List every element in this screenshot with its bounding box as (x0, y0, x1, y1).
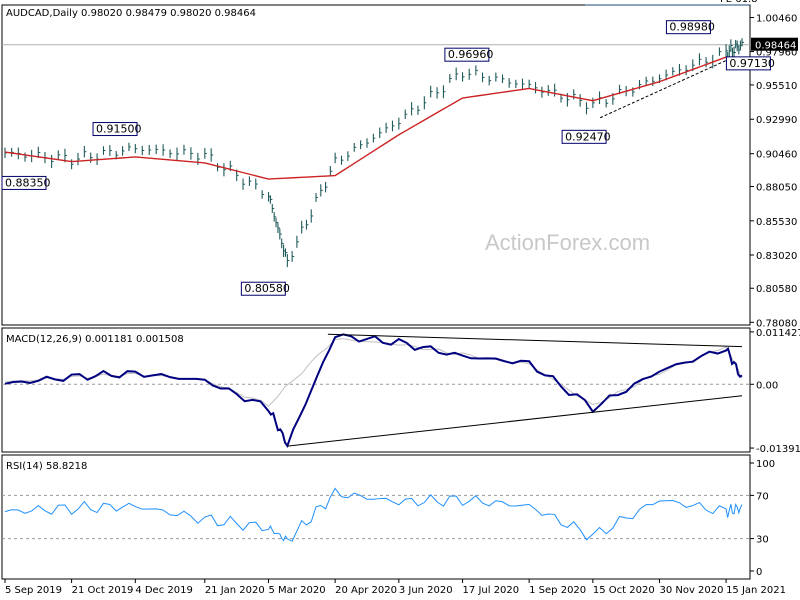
axis-layer: 5 Sep 2019 21 Oct 2019 4 Dec 2019 21 Jan 20… (4, 579, 786, 596)
annotation-label: 0.88350 (5, 176, 51, 189)
moving-average-line (4, 56, 743, 180)
current-price-tag-label: 0.98464 (755, 41, 796, 52)
macd-line (4, 333, 743, 448)
price-y-tick-label: 1.00460 (756, 14, 797, 25)
x-tick-label: 4 Dec 2019 (135, 585, 193, 596)
annotation-box (444, 47, 490, 62)
rsi-line (4, 487, 743, 542)
macd-signal-line (4, 338, 743, 407)
annotation-label: 0.92470 (565, 130, 611, 143)
rsi-title: RSI(14) 58.8218 (6, 461, 87, 472)
price-y-tick-label: 0.85530 (756, 217, 797, 228)
macd-y-tick-label: -0.01391 (756, 444, 800, 455)
x-tick-label: 5 Sep 2019 (5, 585, 62, 596)
price-y-tick-label: 0.80580 (756, 284, 797, 295)
price-y-tick-label: 0.92990 (756, 115, 797, 126)
x-tick-label: 30 Nov 2020 (659, 585, 723, 596)
macd-layer: 0.011427 0.00 -0.01391 (2, 328, 800, 455)
price-y-tick-label: 0.90460 (756, 150, 797, 161)
annotation-box (561, 129, 607, 144)
macd-trendline (327, 333, 743, 348)
annotation-box (725, 56, 771, 71)
x-tick-label: 21 Jan 2020 (205, 585, 265, 596)
x-tick-label: 15 Oct 2020 (593, 585, 655, 596)
annotation-box (1, 175, 47, 190)
x-tick-label: 1 Sep 2020 (529, 585, 586, 596)
fib-618-label: FE 61.8 (720, 0, 758, 5)
price-header: AUDCAD,Daily 0.98020 0.98479 0.98020 0.9… (6, 8, 256, 19)
annotation-label: 0.80580 (244, 282, 290, 295)
rsi-y-tick-label: 30 (756, 535, 769, 546)
rsi-y-tick-label: 100 (756, 459, 775, 470)
rsi-y-tick-label: 70 (756, 491, 769, 502)
x-tick-label: 5 Mar 2020 (269, 585, 326, 596)
price-y-tick-label: 0.78080 (756, 318, 797, 329)
price-y-tick-label: 0.88050 (756, 183, 797, 194)
watermark: ActionForex.com (485, 230, 650, 255)
annotation-label: 0.97130 (729, 57, 775, 70)
dashed-trendline (599, 58, 731, 119)
annotation-box (665, 20, 711, 35)
x-tick-label: 15 Jan 2021 (726, 585, 786, 596)
x-tick-label: 20 Apr 2020 (335, 585, 397, 596)
macd-title: MACD(12,26,9) 0.001181 0.001508 (6, 334, 184, 345)
x-tick-label: 17 Jul 2020 (463, 585, 520, 596)
price-layer: FE 61.8 0.88350 0.91500 0.80580 0.96960 0.924… (1, 0, 798, 329)
macd-y-tick-label: 0.011427 (756, 328, 800, 339)
annotation-label: 0.98980 (669, 21, 715, 34)
macd-trendline (287, 395, 743, 447)
price-y-tick-label: 0.95510 (756, 81, 797, 92)
price-y-tick-label: 0.83020 (756, 251, 797, 262)
current-price-tag (751, 37, 798, 51)
x-tick-label: 21 Oct 2019 (72, 585, 134, 596)
macd-y-tick-label: 0.00 (756, 380, 778, 391)
annotation-box (92, 122, 138, 137)
rsi-layer: 100 70 30 0 (2, 459, 775, 578)
rsi-panel-frame (1, 454, 751, 580)
price-panel-frame (1, 4, 751, 326)
annotation-label: 0.91500 (96, 123, 141, 136)
annotation-label: 0.96960 (448, 48, 494, 61)
annotation-box (240, 281, 286, 296)
x-tick-label: 3 Jun 2020 (399, 585, 453, 596)
price-y-tick-label: 0.97960 (756, 48, 797, 59)
macd-panel-frame (1, 327, 751, 453)
rsi-y-tick-label: 0 (756, 567, 762, 578)
